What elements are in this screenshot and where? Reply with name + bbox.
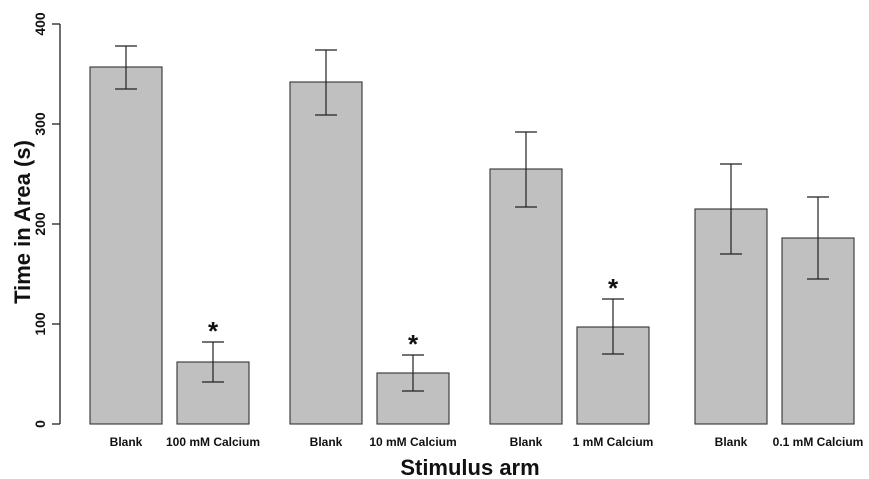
y-tick-label: 400: [32, 12, 48, 36]
category-label: 1 mM Calcium: [573, 435, 654, 449]
category-label: Blank: [310, 435, 343, 449]
category-labels: Blank 100 mM Calcium Blank 10 mM Calcium Bla…: [110, 435, 864, 449]
y-axis: 0 100 200 300 400: [32, 12, 61, 428]
error-bars: [115, 45, 829, 392]
y-tick-label: 200: [32, 212, 48, 236]
category-label: Blank: [510, 435, 543, 449]
category-label: 0.1 mM Calcium: [773, 435, 864, 449]
bars: [89, 66, 855, 425]
x-axis-title: Stimulus arm: [400, 455, 539, 479]
y-tick-label: 0: [32, 420, 48, 428]
category-label: 100 mM Calcium: [166, 435, 260, 449]
y-tick-label: 300: [32, 112, 48, 136]
significance-star: *: [608, 273, 619, 303]
significance-star: *: [408, 329, 419, 359]
y-axis-title: Time in Area (s): [10, 140, 35, 304]
category-label: 10 mM Calcium: [369, 435, 456, 449]
bar: [489, 168, 563, 425]
category-label: Blank: [715, 435, 748, 449]
significance-star: *: [208, 316, 219, 346]
bar: [289, 81, 363, 425]
significance-markers: * * *: [208, 273, 619, 359]
y-tick-label: 100: [32, 312, 48, 336]
bar: [89, 66, 163, 425]
category-label: Blank: [110, 435, 143, 449]
